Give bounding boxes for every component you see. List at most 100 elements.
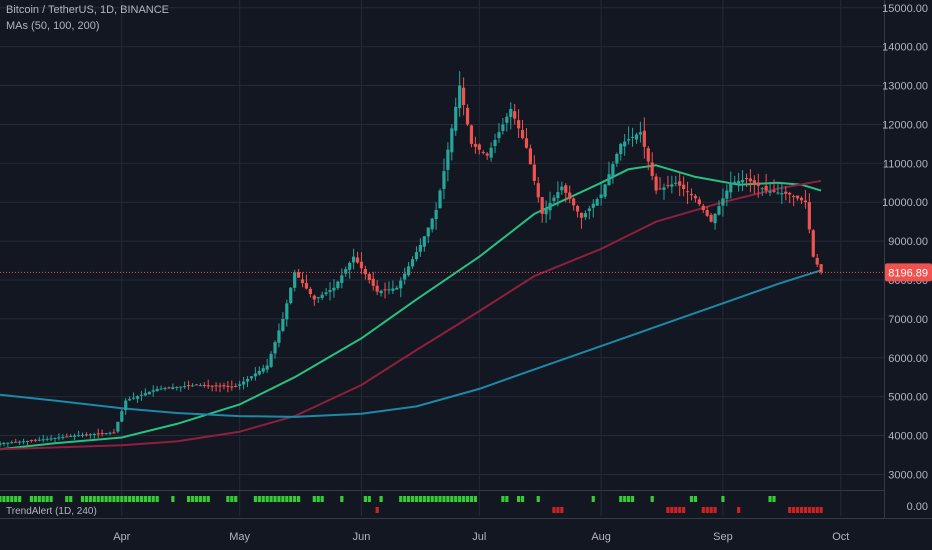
candle-down <box>748 178 753 182</box>
candle-up <box>69 436 73 438</box>
candle-down <box>462 87 466 105</box>
trend-alert-down-bar <box>701 507 705 513</box>
trend-alert-up-bar <box>426 496 430 502</box>
trend-alert-up-bar <box>257 496 261 502</box>
trend-alert-down-bar <box>795 507 800 513</box>
candle-down <box>517 120 521 129</box>
candle-up <box>454 106 458 131</box>
candle-down <box>312 295 316 300</box>
trend-alert-up-bar <box>505 496 509 502</box>
trend-alert-down-bar <box>713 507 717 513</box>
last-price-badge: 8196.89 <box>885 263 932 282</box>
candle-up <box>544 208 548 215</box>
candle-up <box>245 378 250 382</box>
trend-alert-up-bar <box>108 496 112 502</box>
candle-up <box>277 330 281 343</box>
candle-up <box>171 387 175 389</box>
price-axis[interactable]: 3000.004000.005000.006000.007000.008000.… <box>882 3 928 513</box>
candle-up <box>2 442 6 445</box>
candle-down <box>689 193 694 196</box>
candle-down <box>815 257 819 265</box>
candle-down <box>654 176 658 191</box>
candle-up <box>41 439 45 441</box>
candle-up <box>328 290 332 292</box>
candle-down <box>206 385 210 387</box>
candle-up <box>320 294 324 298</box>
candle-up <box>120 411 124 422</box>
candle-down <box>642 130 646 147</box>
candle-down <box>646 148 650 162</box>
candle-up <box>131 397 136 399</box>
candle-down <box>96 433 100 435</box>
candle-up <box>426 227 430 237</box>
price-tick-label: 11000.00 <box>883 158 928 170</box>
trend-alert-up-bar <box>131 496 136 502</box>
candle-down <box>666 185 670 187</box>
trend-alert-up-bar <box>124 496 128 502</box>
trend-alert-up-bar <box>253 496 257 502</box>
trend-alert-up-bar <box>269 496 273 502</box>
candle-up <box>151 390 155 392</box>
candle-up <box>175 386 179 388</box>
indicator-value-label: 0.00 <box>907 501 928 513</box>
candle-down <box>685 191 690 193</box>
trend-alert-down-bar <box>674 507 678 513</box>
candle-up <box>434 210 438 220</box>
trend-alert-up-bar <box>434 496 438 502</box>
trend-alert-up-bar <box>316 496 320 502</box>
candle-up <box>273 342 277 354</box>
time-tick-label: Apr <box>113 531 130 543</box>
trend-alert-up-bar <box>623 496 627 502</box>
candle-up <box>116 421 120 432</box>
trend-alert-up-bar <box>536 496 540 502</box>
time-axis[interactable]: Apr May Jun Jul Aug Sep Oct <box>113 531 849 543</box>
candle-up <box>430 218 434 230</box>
trend-alert-up-bar <box>234 496 238 502</box>
trend-alert-up-bar <box>80 496 85 502</box>
candle-up <box>88 434 92 436</box>
trend-alert-up-bar <box>265 496 269 502</box>
candle-up <box>587 208 591 212</box>
candle-up <box>139 394 144 396</box>
candle-down <box>469 125 474 144</box>
trend-alert-up-bar <box>414 496 419 502</box>
candle-down <box>697 199 701 205</box>
candle-up <box>163 388 167 390</box>
candle-up <box>179 386 183 388</box>
candle-down <box>234 385 238 387</box>
ma-legend[interactable]: MAs (50, 100, 200) <box>6 20 100 32</box>
trend-alert-up-bar <box>465 496 470 502</box>
chart-grid <box>0 0 884 516</box>
trend-alert-up-bar <box>10 496 14 502</box>
candle-down <box>564 185 568 193</box>
candle-up <box>0 443 2 445</box>
trend-alert-down-bar <box>792 507 796 513</box>
candle-down <box>792 196 796 198</box>
trend-alert-up-bar <box>293 496 297 502</box>
candle-up <box>729 182 733 193</box>
trend-alert-down-bar <box>803 507 808 513</box>
trend-alert-up-bar <box>92 496 96 502</box>
trend-alert-up-bar <box>128 496 132 502</box>
symbol-title[interactable]: Bitcoin / TetherUS, 1D, BINANCE <box>6 4 170 16</box>
trend-alert-down-bar <box>552 507 556 513</box>
candle-up <box>422 236 426 247</box>
trend-alert-up-bar <box>171 496 175 502</box>
candle-up <box>446 149 450 170</box>
candle-up <box>6 442 10 444</box>
candle-up <box>410 259 415 267</box>
candle-down <box>226 385 230 387</box>
indicator-legend[interactable]: TrendAlert (1D, 240) <box>6 506 97 517</box>
candle-down <box>222 385 226 387</box>
candle-up <box>257 370 261 375</box>
candle-down <box>481 151 485 153</box>
candle-up <box>776 192 780 194</box>
candle-up <box>548 203 552 211</box>
price-tick-label: 15000.00 <box>882 3 928 15</box>
candle-up <box>108 432 112 434</box>
candle-down <box>359 261 364 269</box>
candle-down <box>100 433 104 435</box>
candle-down <box>788 192 792 195</box>
price-tick-label: 13000.00 <box>882 81 928 93</box>
